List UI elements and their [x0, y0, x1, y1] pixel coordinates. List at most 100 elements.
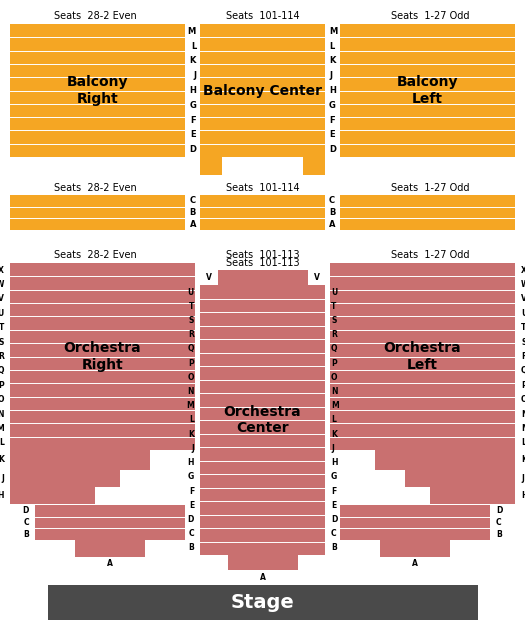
Text: Seats  28-2 Even: Seats 28-2 Even [54, 11, 136, 21]
Text: L: L [331, 416, 336, 425]
Text: R: R [188, 330, 194, 339]
Text: H: H [521, 491, 525, 500]
Text: G: G [189, 101, 196, 110]
Text: H: H [331, 458, 338, 467]
Text: Q: Q [187, 345, 194, 353]
Bar [35, 505, 185, 540]
Text: Seats  101-114: Seats 101-114 [226, 183, 300, 193]
Bar [228, 555, 298, 570]
Text: G: G [331, 472, 337, 481]
Text: K: K [190, 57, 196, 66]
Text: L: L [0, 438, 4, 447]
Text: U: U [0, 309, 4, 318]
Text: V: V [521, 294, 525, 304]
Text: S: S [331, 316, 337, 325]
Text: Q: Q [521, 367, 525, 375]
Text: O: O [0, 395, 4, 404]
Text: P: P [188, 358, 194, 368]
Text: Seats  1-27 Odd: Seats 1-27 Odd [391, 183, 469, 193]
Text: D: D [23, 507, 29, 515]
Text: Orchestra
Right: Orchestra Right [64, 341, 141, 372]
Text: S: S [521, 338, 525, 346]
Text: J: J [191, 444, 194, 453]
Text: M: M [521, 424, 525, 433]
Text: N: N [0, 410, 4, 418]
Text: R: R [331, 330, 337, 339]
Text: F: F [329, 115, 334, 125]
Bar [375, 450, 515, 470]
Text: J: J [331, 444, 334, 453]
Text: Seats  101-114: Seats 101-114 [226, 11, 300, 21]
Bar [75, 540, 145, 557]
Text: U: U [521, 309, 525, 318]
Text: M: M [186, 401, 194, 410]
Text: T: T [188, 302, 194, 311]
Text: C: C [496, 518, 501, 527]
Text: E: E [331, 501, 336, 510]
Text: M: M [188, 27, 196, 36]
Text: O: O [331, 373, 338, 382]
Text: K: K [331, 430, 337, 438]
Text: A: A [412, 559, 418, 568]
Bar [380, 540, 450, 557]
Text: S: S [0, 338, 4, 346]
Text: R: R [0, 352, 4, 361]
Text: Seats  101-113: Seats 101-113 [226, 258, 300, 268]
Text: N: N [521, 410, 525, 418]
Text: B: B [329, 208, 335, 217]
Text: Seats  1-27 Odd: Seats 1-27 Odd [391, 11, 469, 21]
Bar [10, 195, 185, 230]
Text: F: F [331, 486, 336, 496]
Text: P: P [521, 381, 525, 390]
Bar [10, 450, 150, 470]
Text: H: H [189, 86, 196, 95]
Text: Seats  1-27 Odd: Seats 1-27 Odd [391, 250, 469, 260]
Bar [48, 585, 478, 620]
Text: H: H [0, 491, 4, 500]
Text: C: C [24, 518, 29, 527]
Text: Q: Q [331, 345, 338, 353]
Text: P: P [331, 358, 337, 368]
Text: T: T [331, 302, 337, 311]
Text: B: B [188, 544, 194, 553]
Text: A: A [190, 220, 196, 229]
Text: C: C [188, 529, 194, 538]
Bar [340, 24, 515, 157]
Bar [218, 270, 308, 285]
Bar [10, 470, 120, 487]
Text: V: V [0, 294, 4, 304]
Text: B: B [496, 530, 502, 539]
Text: G: G [329, 101, 336, 110]
Text: B: B [190, 208, 196, 217]
Text: V: V [206, 273, 212, 282]
Text: Seats  28-2 Even: Seats 28-2 Even [54, 250, 136, 260]
Bar [10, 487, 95, 504]
Text: L: L [191, 42, 196, 50]
Text: K: K [521, 455, 525, 464]
Text: G: G [188, 472, 194, 481]
Text: A: A [260, 573, 266, 581]
Text: K: K [329, 57, 335, 66]
Text: D: D [329, 145, 336, 154]
Text: H: H [187, 458, 194, 467]
Text: W: W [0, 280, 4, 289]
Text: Balcony Center: Balcony Center [203, 84, 322, 98]
Text: Seats  28-2 Even: Seats 28-2 Even [54, 183, 136, 193]
Text: L: L [189, 416, 194, 425]
Text: R: R [521, 352, 525, 361]
Text: D: D [496, 507, 502, 515]
Text: L: L [329, 42, 334, 50]
Text: Q: Q [0, 367, 4, 375]
Text: D: D [331, 515, 338, 524]
Text: D: D [189, 145, 196, 154]
Text: C: C [190, 197, 196, 205]
Text: O: O [521, 395, 525, 404]
Text: C: C [331, 529, 337, 538]
Text: U: U [331, 288, 337, 297]
Text: Orchestra
Left: Orchestra Left [384, 341, 461, 372]
Text: J: J [193, 71, 196, 80]
Bar [340, 195, 515, 230]
Text: E: E [329, 130, 334, 139]
Text: Balcony
Left: Balcony Left [397, 76, 458, 106]
Text: Balcony
Right: Balcony Right [67, 76, 128, 106]
